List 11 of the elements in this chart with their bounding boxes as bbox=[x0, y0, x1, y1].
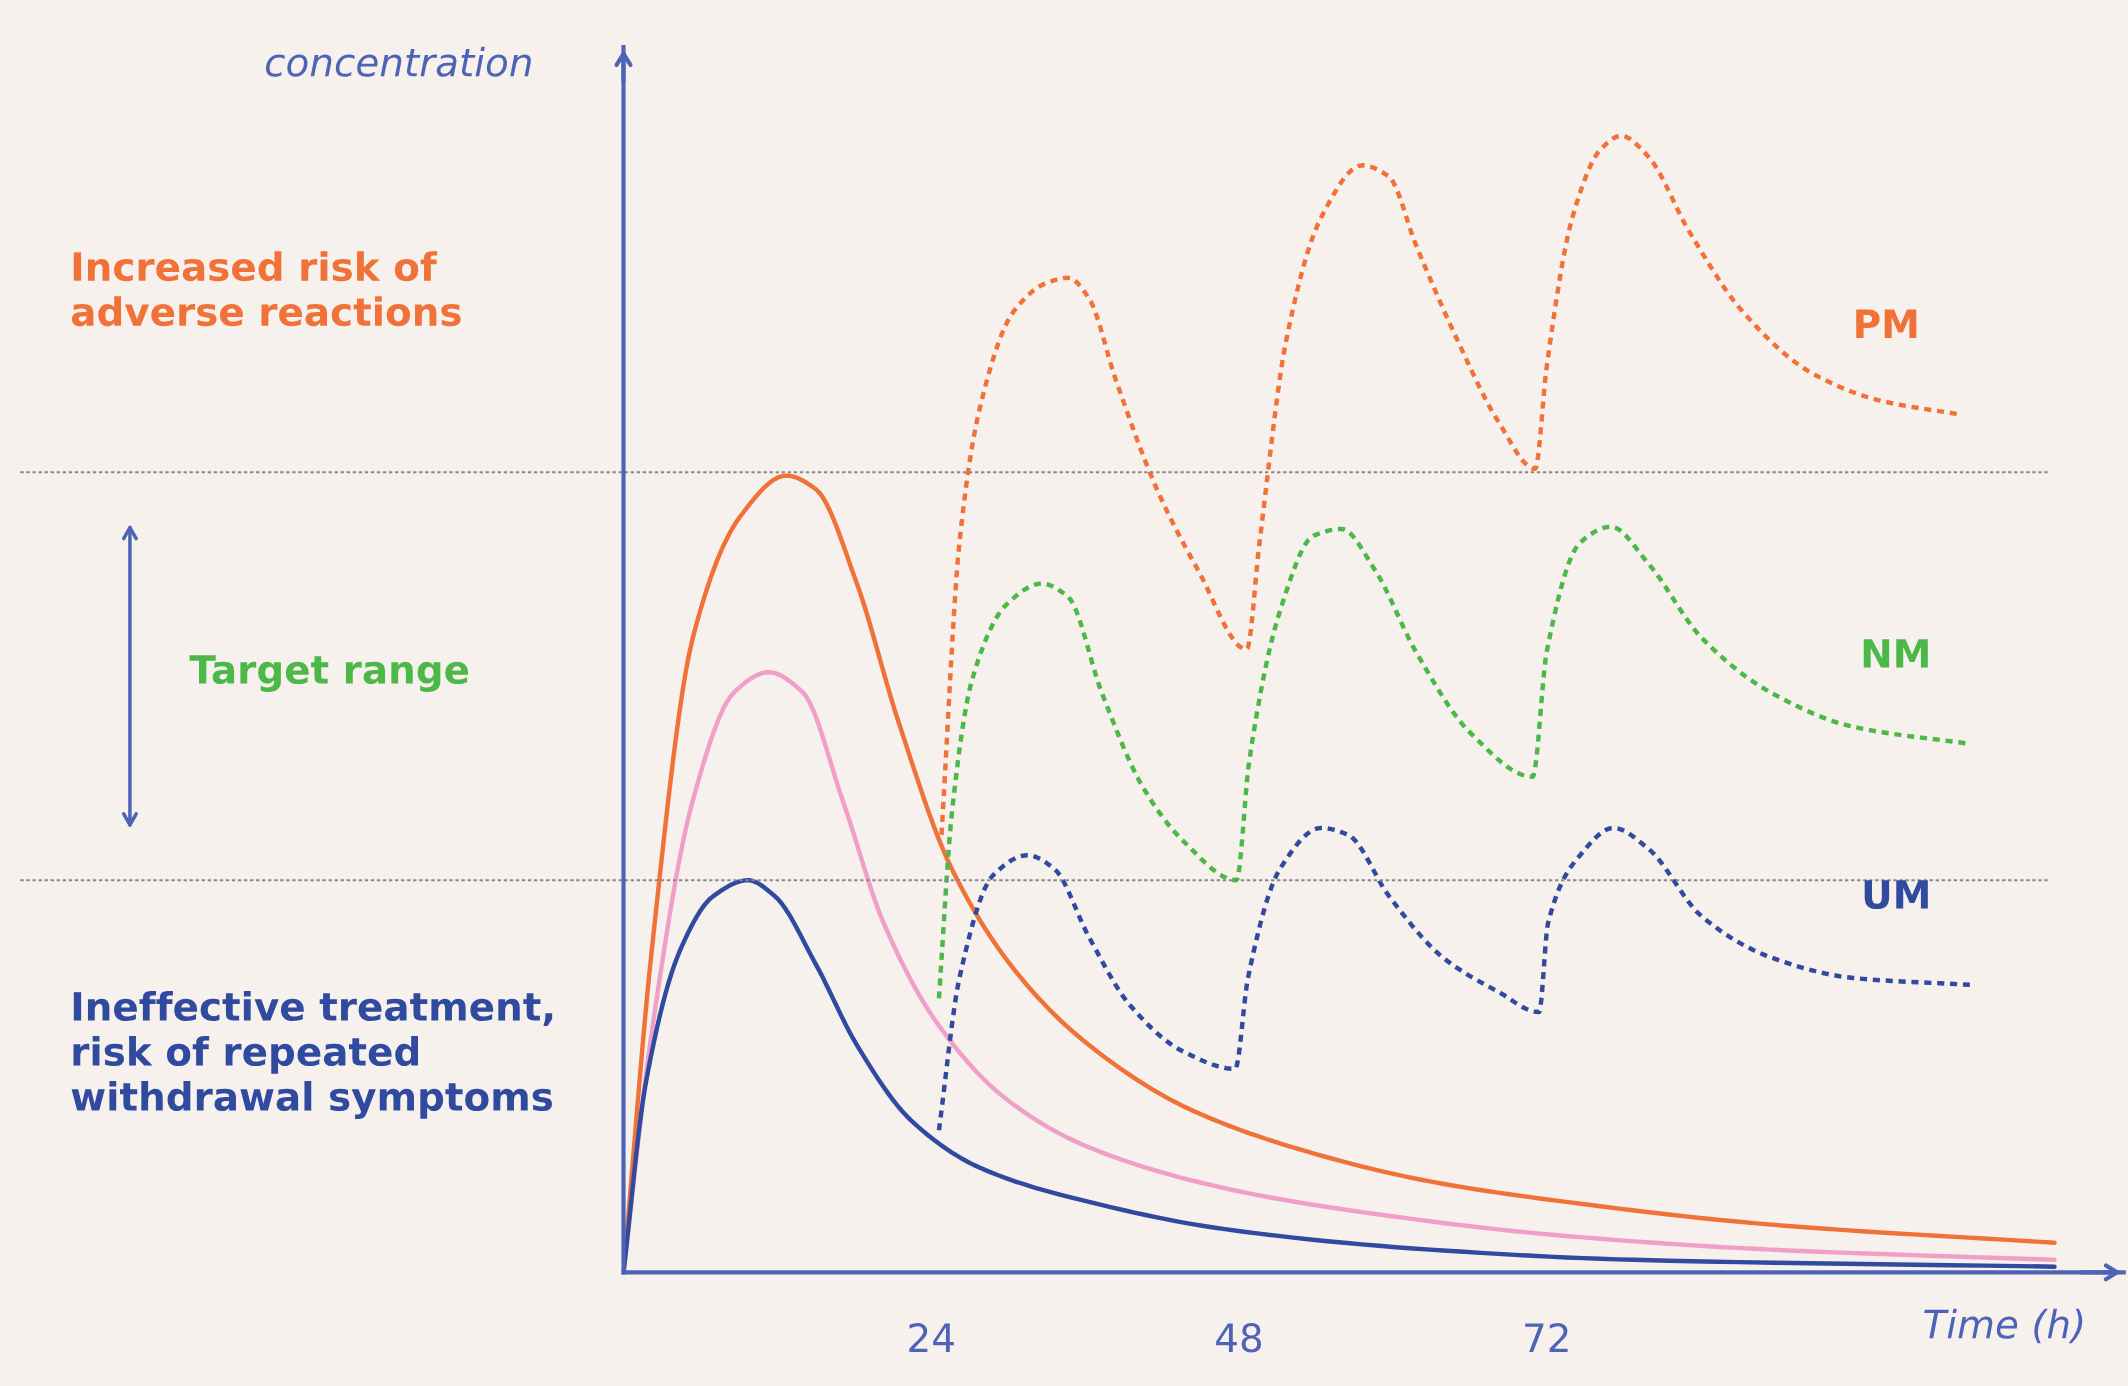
text: Target range bbox=[189, 655, 469, 692]
series-label: NM bbox=[1863, 639, 1928, 668]
x-tick-label: 48 bbox=[1216, 1323, 1262, 1353]
x-tick-label: 72 bbox=[1525, 1323, 1568, 1352]
x-tick-label: 24 bbox=[909, 1323, 954, 1352]
text: Ineffective treatment, risk of repeated withdrawal symptoms bbox=[71, 990, 553, 1119]
series-label: UM bbox=[1864, 880, 1928, 910]
text: Increased risk of adverse reactions bbox=[71, 251, 461, 327]
series-label: PM bbox=[1856, 309, 1917, 338]
x-axis-title: Time (h) bbox=[1924, 1308, 2083, 1344]
y-axis-title: concentration bbox=[265, 46, 531, 77]
